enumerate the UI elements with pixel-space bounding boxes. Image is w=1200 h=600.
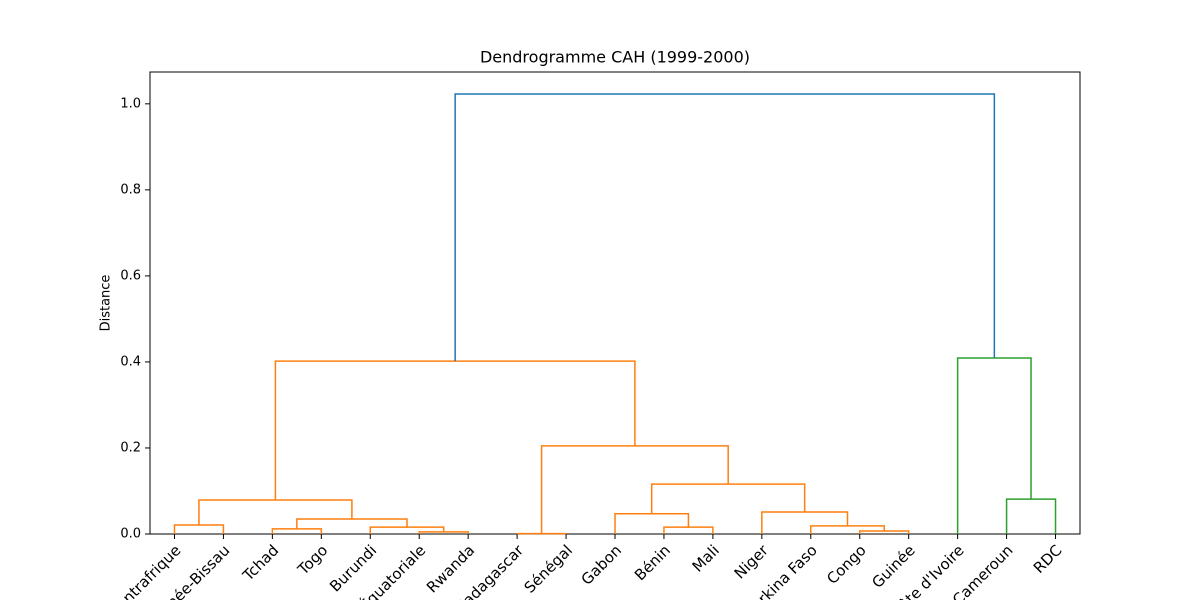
leaf-label: Mali — [689, 541, 723, 575]
dendrogram-link — [614, 513, 690, 534]
dendrogram-link — [663, 526, 714, 534]
dendrogram-link — [858, 530, 910, 534]
dendrogram-link — [198, 499, 353, 525]
dendrogram-link — [540, 445, 729, 534]
leaf-label: Sénégal — [521, 541, 576, 596]
leaf-label: Tchad — [238, 541, 282, 585]
y-axis-label: Distance — [99, 275, 114, 332]
y-tick-label: 0.4 — [120, 354, 141, 369]
dendrogram-link — [810, 525, 885, 534]
dendrogram-link — [956, 357, 1032, 534]
leaf-label: Niger — [731, 541, 773, 583]
plot-frame — [149, 71, 1081, 535]
leaf-label: RDC — [1030, 541, 1066, 577]
y-tick-label: 0.8 — [120, 182, 141, 197]
dendrogram-link — [761, 511, 849, 534]
y-tick-label: 1.0 — [120, 96, 141, 111]
dendrogram-link — [369, 526, 445, 534]
leaf-label: Bénin — [631, 541, 674, 584]
y-tick-label: 0.2 — [120, 440, 141, 455]
y-tick-label: 0.6 — [120, 268, 141, 283]
leaf-label: Gabon — [578, 541, 625, 588]
chart-title: Dendrogramme CAH (1999-2000) — [480, 48, 750, 67]
dendrogram-link — [1005, 498, 1057, 534]
y-tick-label: 0.0 — [120, 527, 141, 542]
dendrogram-link — [274, 360, 636, 501]
dendrogram-link — [271, 528, 323, 534]
leaf-label: Togo — [293, 541, 331, 579]
dendrogram-link — [650, 483, 806, 514]
dendrogram-link — [454, 93, 996, 362]
dendrogram-link — [173, 524, 225, 534]
leaf-label: Congo — [823, 541, 870, 588]
